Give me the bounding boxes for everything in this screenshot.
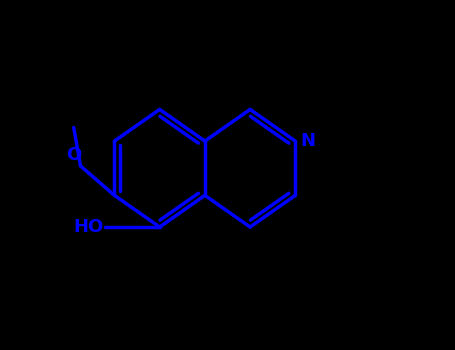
Text: O: O — [66, 146, 81, 164]
Text: HO: HO — [73, 218, 103, 236]
Text: N: N — [301, 132, 316, 150]
